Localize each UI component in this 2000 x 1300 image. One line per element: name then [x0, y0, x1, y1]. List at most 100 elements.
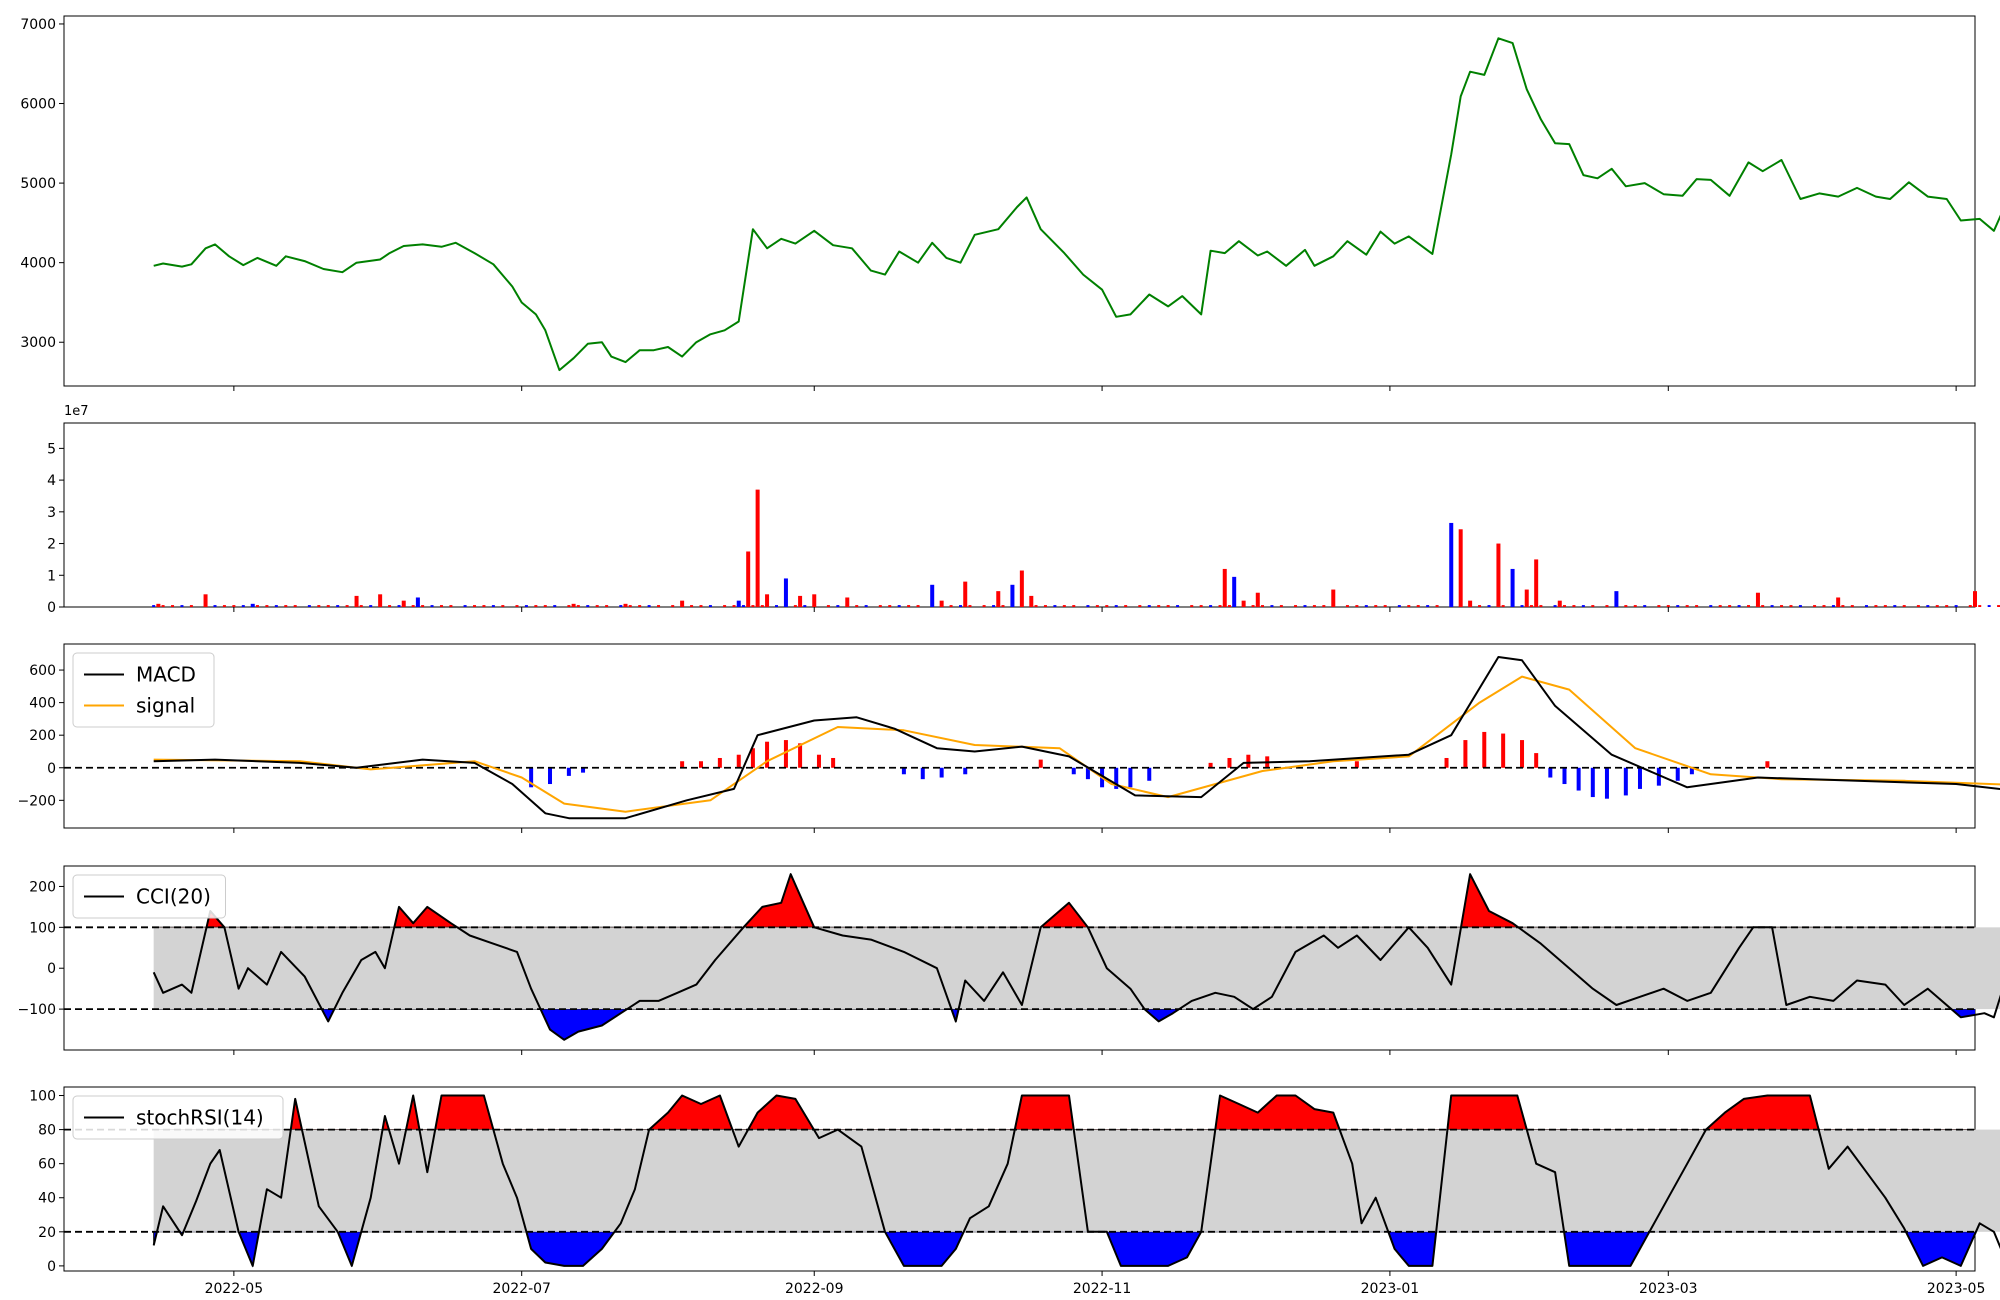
volume-bar-base [1166, 605, 1170, 607]
macd-legend-entry: signal [136, 694, 195, 718]
volume-bar-base [1312, 605, 1316, 607]
volume-bar-base [1850, 605, 1854, 607]
volume-bar-base [491, 605, 495, 607]
volume-bar-base [189, 605, 193, 607]
volume-bar-base [1355, 605, 1359, 607]
volume-bar-base [864, 605, 868, 607]
volume-bar [1029, 595, 1034, 607]
macd-histogram-bar [1501, 733, 1506, 768]
x-tick-label: 2022-07 [492, 1281, 551, 1297]
macd-histogram-bar [680, 761, 685, 768]
volume-bar-base [1789, 605, 1793, 607]
volume-bar-base [1435, 605, 1439, 607]
volume-bar-base [1657, 605, 1661, 607]
volume-bar [1241, 600, 1246, 607]
volume-bar-base [1893, 605, 1897, 607]
volume-bar [845, 597, 850, 607]
volume-bar-base [241, 605, 245, 607]
volume-bar-base [1987, 605, 1991, 607]
volume-bar-base [1270, 605, 1274, 607]
macd-ytick-label: −200 [18, 793, 56, 809]
volume-bar-base [657, 605, 661, 607]
macd-histogram-bar [1562, 767, 1567, 785]
volume-bar-base [1591, 605, 1595, 607]
volume-bar-base [553, 605, 557, 607]
volume-bar-base [473, 605, 477, 607]
signal-line [153, 675, 2000, 813]
volume-bar-base [1624, 605, 1628, 607]
volume-bar-base [1416, 605, 1420, 607]
volume-bar-base [803, 605, 807, 607]
volume-bar-base [421, 605, 425, 607]
volume-bar-base [1407, 605, 1411, 607]
volume-bar [1449, 522, 1454, 607]
macd-histogram-bar [1548, 767, 1553, 778]
volume-bar [963, 581, 968, 607]
volume-bar [1534, 559, 1539, 607]
volume-bar [1468, 600, 1473, 607]
volume-bar-base [501, 605, 505, 607]
volume-bar-base [1666, 605, 1670, 607]
volume-bar-base [1147, 605, 1151, 607]
volume-bar-base [878, 605, 882, 607]
macd-histogram-bar [1623, 767, 1628, 796]
volume-bar-base [1251, 605, 1255, 607]
macd-histogram-bar [1208, 762, 1213, 768]
macd-histogram-bar [1246, 754, 1251, 768]
macd-histogram-bar [963, 767, 968, 775]
volume-bar-base [1822, 605, 1826, 607]
volume-bar-base [1553, 605, 1557, 607]
volume-bar-base [1227, 605, 1231, 607]
volume-bar-base [1364, 605, 1368, 607]
volume-bar-base [1501, 605, 1505, 607]
macd-histogram-bar [750, 748, 755, 768]
stochrsi-line [152, 1094, 2000, 1267]
volume-bar-base [1747, 605, 1751, 607]
volume-bar-base [1562, 605, 1566, 607]
volume-bar-base [1043, 605, 1047, 607]
volume-bar-base [213, 605, 217, 607]
volume-bar-base [1902, 605, 1906, 607]
volume-bar-base [855, 605, 859, 607]
volume-bar-base [1529, 605, 1533, 607]
volume-ytick-label: 2 [47, 537, 56, 553]
volume-bar-base [1572, 605, 1576, 607]
volume-bar-base [345, 605, 349, 607]
macd-histogram-bar [1444, 757, 1449, 768]
volume-bar-base [1520, 605, 1524, 607]
volume-bar-base [647, 605, 651, 607]
macd-histogram-bar [1520, 740, 1525, 768]
volume-bar-base [463, 605, 467, 607]
volume-bar-base [1487, 605, 1491, 607]
macd-histogram-bar [1675, 767, 1680, 781]
macd-histogram-bar [816, 754, 821, 768]
macd-line [153, 656, 2000, 820]
volume-bar [1222, 568, 1227, 607]
cci-legend: CCI(20) [72, 874, 226, 919]
volume-bar-base [949, 605, 953, 607]
volume-bar [415, 597, 420, 607]
volume-bar-base [638, 605, 642, 607]
stochrsi-legend-box [72, 1095, 284, 1140]
x-tick-label: 2023-05 [1927, 1281, 1986, 1297]
volume-bar-base [1883, 605, 1887, 607]
volume-bar-base [284, 605, 288, 607]
macd-histogram-bar [566, 767, 571, 776]
volume-ytick-label: 1 [47, 568, 56, 584]
macd-histogram-bar [1147, 767, 1152, 781]
macd-histogram-bar [1656, 767, 1661, 786]
volume-bar-base [1864, 605, 1868, 607]
volume-ytick-label: 4 [47, 473, 56, 489]
volume-bar-base [1874, 605, 1878, 607]
volume-bar [783, 578, 788, 607]
volume-bar-base [576, 605, 580, 607]
macd-legend: MACD signal [72, 652, 215, 728]
volume-bar-base [1798, 605, 1802, 607]
volume-bar-base [760, 605, 764, 607]
volume-bar [1557, 600, 1562, 607]
volume-bar-base [1718, 605, 1722, 607]
volume-bar-base [359, 605, 363, 607]
macd-histogram-bar [901, 767, 906, 775]
volume-bar [1836, 597, 1841, 607]
volume-bar-base [1157, 605, 1161, 607]
